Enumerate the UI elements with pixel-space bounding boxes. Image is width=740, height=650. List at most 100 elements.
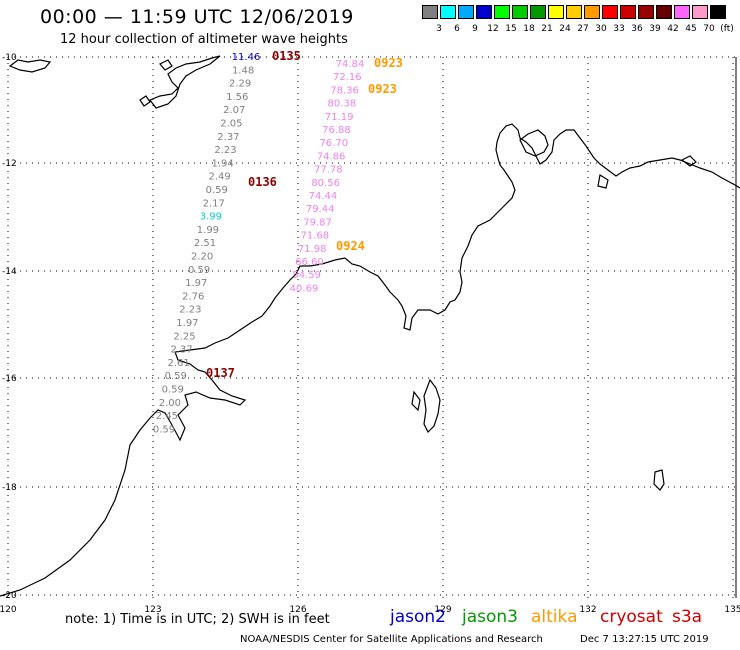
pass-time-label: 0923 xyxy=(368,82,397,96)
wave-height-value: 2.07 xyxy=(223,105,245,116)
wave-height-value: 74.44 xyxy=(309,191,338,202)
legend-swatch xyxy=(548,5,564,19)
pass-time-label: 0135 xyxy=(272,49,301,63)
wave-height-value: 1.94 xyxy=(211,158,233,169)
wave-height-value: 3.99 xyxy=(200,212,222,223)
wave-height-value: 74.84 xyxy=(336,59,365,70)
axis-labels: 120 123 126 129 132 135 -10 -12 -14 -16 -18 -20 xyxy=(0,53,740,615)
latitude-label: -10 xyxy=(2,53,17,63)
wave-height-value: 2.05 xyxy=(220,119,242,130)
pass-times: 0135 0923 0923 0136 0924 0137 xyxy=(206,49,403,380)
wave-height-value: 2.00 xyxy=(159,398,181,409)
legend-swatch xyxy=(710,5,726,19)
legend-label: 45 xyxy=(685,24,697,34)
wave-height-value: 2.23 xyxy=(179,305,201,316)
wave-height-value: 2.76 xyxy=(182,291,204,302)
legend-label: 21 xyxy=(541,24,553,34)
satellite-legend-item: cryosat xyxy=(600,607,663,627)
wave-height-value: 0.59 xyxy=(188,265,210,276)
legend-label: 3 xyxy=(436,24,442,34)
legend-swatch xyxy=(692,5,708,19)
satellite-legend-item: altika xyxy=(531,607,578,627)
wave-height-value: 72.16 xyxy=(333,72,362,83)
satellite-legend-item: jason2 xyxy=(390,607,446,627)
pass-time-label: 0923 xyxy=(374,56,403,70)
wave-height-value: 2.49 xyxy=(209,172,231,183)
legend-label: 18 xyxy=(523,24,535,34)
wave-height-value: 2.25 xyxy=(173,331,195,342)
generation-timestamp: Dec 7 13:27:15 UTC 2019 xyxy=(580,634,709,645)
wave-height-value: 2.37 xyxy=(217,132,239,143)
latitude-label: -14 xyxy=(2,267,17,277)
wave-height-value: 71.19 xyxy=(325,112,354,123)
wave-height-value: 0.59 xyxy=(165,371,187,382)
wave-height-value: 11.46 xyxy=(232,52,261,63)
legend-swatch xyxy=(512,5,528,19)
wave-height-value: 1.99 xyxy=(197,225,219,236)
wave-height-value: 74.86 xyxy=(317,151,346,162)
legend-swatch xyxy=(656,5,672,19)
legend-label: 36 xyxy=(631,24,643,34)
wave-height-value: 80.38 xyxy=(328,99,357,110)
wave-height-value: 77.78 xyxy=(314,165,343,176)
longitude-label: 120 xyxy=(0,605,17,615)
legend-label: 24 xyxy=(559,24,571,34)
latitude-label: -12 xyxy=(2,159,17,169)
legend-label: 12 xyxy=(487,24,499,34)
latitude-label: -20 xyxy=(2,591,17,601)
pass-time-label: 0136 xyxy=(248,175,277,189)
wave-height-value: 66.60 xyxy=(295,257,324,268)
chart-subtitle: 12 hour collection of altimeter wave hei… xyxy=(60,32,348,47)
legend-label: 6 xyxy=(454,24,460,34)
wave-height-value: 2.45 xyxy=(156,411,178,422)
wave-height-value: 76.88 xyxy=(322,125,351,136)
credit-line: NOAA/NESDIS Center for Satellite Applica… xyxy=(240,634,543,645)
wave-height-value: 78.36 xyxy=(330,85,359,96)
wave-height-value: 0.59 xyxy=(153,424,175,435)
wave-height-value: 0.59 xyxy=(206,185,228,196)
legend-swatch xyxy=(584,5,600,19)
legend-swatch xyxy=(674,5,690,19)
legend-swatch xyxy=(494,5,510,19)
wave-height-value: 1.56 xyxy=(226,92,248,103)
wave-height-value: 79.44 xyxy=(306,204,335,215)
wave-height-value: 80.56 xyxy=(311,178,340,189)
altimeter-tracks: 11.46 1.48 2.29 1.56 2.07 2.05 2.37 2.23 1.94 2.4… xyxy=(153,52,364,435)
wave-height-value: 2.61 xyxy=(168,358,190,369)
legend-swatch xyxy=(530,5,546,19)
legend-swatch xyxy=(602,5,618,19)
wave-height-value: 1.97 xyxy=(185,278,207,289)
legend-label: (ft) xyxy=(720,24,734,34)
wave-height-value: 0.59 xyxy=(162,385,184,396)
pass-time-label: 0924 xyxy=(336,239,365,253)
satellite-legend-item: s3a xyxy=(672,607,703,627)
longitude-label: 135 xyxy=(724,605,740,615)
longitude-label: 129 xyxy=(434,605,451,615)
wave-height-value: 40.69 xyxy=(290,283,319,294)
latitude-label: -16 xyxy=(2,374,17,384)
legend-swatch xyxy=(458,5,474,19)
wave-height-value: 76.70 xyxy=(319,138,348,149)
wave-height-value: 54.59 xyxy=(292,270,321,281)
legend-label: 42 xyxy=(667,24,679,34)
longitude-label: 123 xyxy=(144,605,161,615)
wave-height-value: 2.23 xyxy=(214,145,236,156)
wave-height-value: 2.17 xyxy=(203,198,225,209)
legend-label: 70 xyxy=(703,24,715,34)
wave-height-value: 2.29 xyxy=(229,79,251,90)
wave-height-value: 2.51 xyxy=(194,238,216,249)
legend-swatch xyxy=(566,5,582,19)
satellite-legend-item: jason3 xyxy=(462,607,518,627)
legend-label: 33 xyxy=(613,24,625,34)
lat-lon-grid xyxy=(7,56,737,598)
legend-label: 39 xyxy=(649,24,661,34)
coastline xyxy=(0,55,740,597)
wave-height-value: 2.20 xyxy=(191,252,213,263)
legend-swatch xyxy=(476,5,492,19)
legend-label: 15 xyxy=(505,24,517,34)
wave-height-value: 71.68 xyxy=(301,231,330,242)
longitude-label: 126 xyxy=(289,605,306,615)
legend-swatch xyxy=(422,5,438,19)
wave-height-value: 2.37 xyxy=(170,345,192,356)
